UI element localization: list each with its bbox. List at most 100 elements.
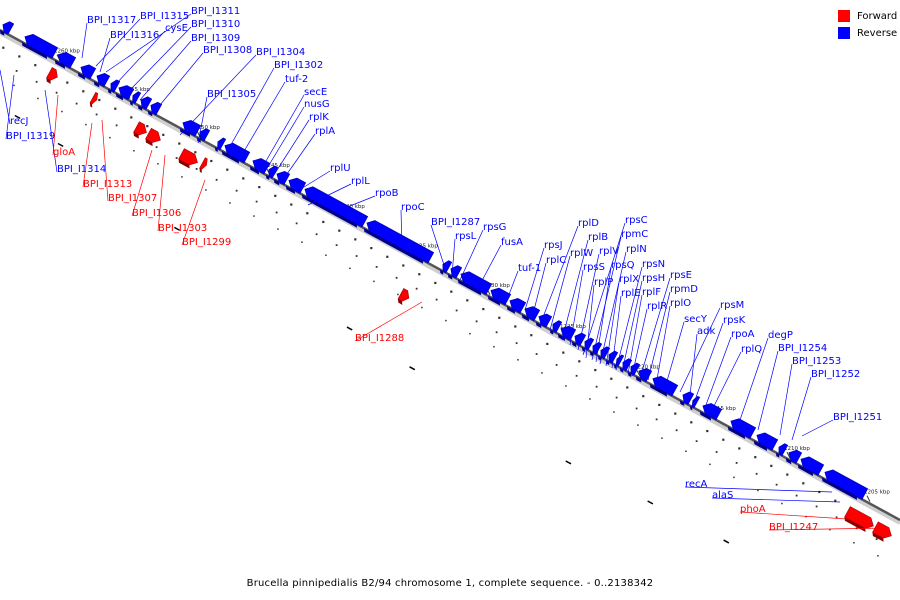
gene-label-reverse: fusA [501, 237, 523, 248]
scale-tick [786, 451, 791, 459]
gene-shadow [822, 477, 858, 501]
gene-arrow [536, 313, 553, 329]
frame-dot [178, 142, 181, 145]
gene-shape [182, 120, 202, 137]
gene-arrow [116, 85, 135, 101]
gene-shape [57, 51, 77, 69]
frame-dot [34, 64, 37, 67]
leader-line [139, 40, 192, 101]
leader-line [451, 238, 456, 276]
gene-shape [622, 358, 633, 372]
leader-line [271, 119, 310, 179]
leader-line [621, 280, 643, 373]
leader-line [105, 13, 192, 73]
gene-label-reverse: BPI_I1254 [778, 343, 827, 354]
leader-line [539, 225, 579, 326]
frame-dot [495, 331, 498, 334]
gene-label-reverse: rplU [330, 163, 351, 174]
leader-line [569, 269, 584, 346]
gene-label-reverse: rpoB [375, 188, 399, 199]
frame-dot [133, 149, 135, 152]
leader-line [739, 337, 769, 421]
frame-dot [715, 451, 718, 453]
gene-shape [778, 443, 789, 457]
frame-dot [155, 146, 158, 149]
gene-shadow [0, 30, 5, 36]
gene-arrow [78, 64, 97, 80]
gene-shadow [179, 128, 191, 137]
leader-line [684, 486, 833, 493]
gene-label-reverse: rpsN [642, 259, 665, 270]
frame-dot [2, 46, 5, 49]
gene-label-reverse: nusG [304, 99, 330, 110]
gene-shadow [522, 314, 530, 322]
gene-label-reverse: BPI_I1310 [191, 19, 240, 30]
gene-shape [132, 91, 142, 104]
gene-shape [524, 306, 541, 322]
leader-line [339, 195, 376, 211]
gene-shadow [700, 411, 712, 421]
gene-shadow [145, 138, 153, 147]
gene-arrow [776, 443, 789, 458]
frame-dot [375, 266, 378, 268]
leader-line [664, 321, 685, 389]
frame-dash [57, 142, 64, 148]
gene-label-reverse: tuf-1 [518, 263, 541, 274]
leader-line [354, 301, 423, 342]
gene-shape [110, 79, 121, 93]
frame-dot [315, 233, 318, 236]
frame-dot [322, 220, 325, 224]
frame-dot [818, 490, 821, 494]
frame-dot [835, 516, 838, 519]
gene-shape [872, 521, 892, 539]
frame-dot [642, 395, 645, 398]
gene-label-reverse: rpsS [583, 262, 605, 273]
frame-dot [75, 102, 78, 105]
frame-dash [173, 226, 180, 231]
gene-arrow [302, 186, 369, 228]
frame-dot [706, 429, 709, 433]
frame-dot [786, 473, 789, 476]
leader-line [181, 179, 206, 246]
frame-dot [421, 306, 423, 309]
leader-line [779, 363, 793, 436]
gene-shape [46, 67, 58, 81]
frame-dot [13, 84, 15, 87]
leader-line [459, 229, 484, 281]
frame-dot [130, 116, 133, 119]
leader-line [582, 222, 626, 356]
gene-label-reverse: BPI_I1252 [811, 369, 860, 380]
frame-dot [595, 385, 598, 388]
frame-dot [258, 186, 261, 189]
gene-shadow [690, 405, 693, 411]
frame-dot [635, 407, 638, 410]
frame-dot [66, 81, 69, 84]
leader-line [157, 154, 166, 232]
gene-shape [178, 148, 198, 166]
frame-dot [655, 418, 658, 421]
leader-line [591, 236, 622, 361]
gene-arrow [286, 177, 307, 195]
gene-shadow [680, 400, 685, 406]
frame-dot [215, 178, 218, 181]
frame-dot [37, 97, 39, 100]
gene-label-forward: BPI_I1306 [132, 208, 181, 219]
leader-line [5, 74, 15, 140]
frame-dot [834, 499, 837, 502]
scale-tick [636, 370, 641, 377]
gene-shape [118, 85, 135, 101]
gene-label-reverse: rpsK [723, 315, 746, 326]
gene-arrow [179, 120, 202, 137]
frame-dot [565, 385, 567, 387]
gene-label-reverse: BPI_I1305 [207, 89, 256, 100]
gene-shape [133, 121, 147, 136]
gene-shadow [448, 273, 453, 280]
gene-shadow [872, 532, 884, 542]
gene-shadow [214, 147, 218, 153]
gene-shape [490, 287, 512, 306]
gene-arrow [94, 73, 111, 88]
frame-dot [541, 372, 543, 374]
gene-arrow [680, 391, 695, 406]
leader-line [197, 96, 208, 144]
